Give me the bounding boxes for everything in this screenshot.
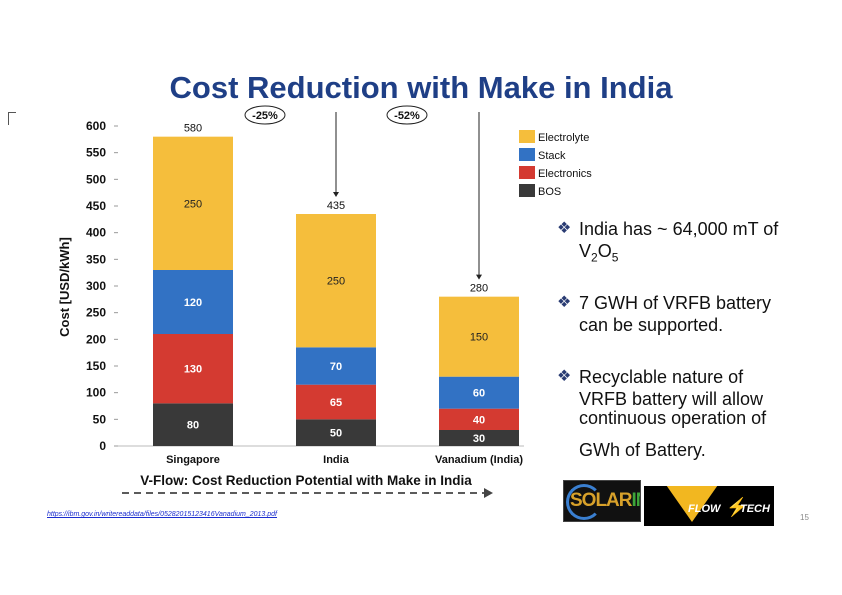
chem-o: O <box>597 241 612 261</box>
solarin-logo: SOLARIN <box>563 480 641 522</box>
y-tick-label: 450 <box>86 199 106 213</box>
legend-swatch <box>519 130 535 143</box>
bar-segment-label: 40 <box>473 414 485 426</box>
legend-swatch <box>519 148 535 161</box>
bullet-diamond-icon: ❖ <box>557 220 572 237</box>
bar-segment-label: 150 <box>470 332 488 344</box>
y-tick-label: 400 <box>86 226 106 240</box>
vflow-tech-logo: FLOW ⚡ TECH <box>644 486 774 526</box>
legend-swatch <box>519 166 535 179</box>
bar-segment-bos <box>439 430 519 446</box>
bar-segment-label: 65 <box>330 397 342 409</box>
bar-segment-label: 130 <box>184 364 202 376</box>
bar-total-label: 435 <box>327 200 345 212</box>
bullet-diamond-icon: ❖ <box>557 294 572 311</box>
y-tick-label: 0 <box>99 439 106 453</box>
bar-segment-label: 30 <box>473 433 485 445</box>
bar-segment-stack <box>153 270 233 334</box>
y-tick-label: 100 <box>86 386 106 400</box>
chem-sub-2: 2 <box>591 250 598 265</box>
reduction-badge-label: -52% <box>394 110 420 122</box>
y-tick-label: 600 <box>86 119 106 133</box>
bullet-diamond-icon: ❖ <box>557 368 572 385</box>
page-number: 15 <box>800 513 809 522</box>
chem-sub-5: 5 <box>611 250 619 265</box>
bullet-text: Recyclable nature of <box>579 367 744 387</box>
x-category-label: India <box>323 454 350 466</box>
bar-segment-label: 60 <box>473 388 485 400</box>
source-link[interactable]: https://ibm.gov.in/writereaddata/files/0… <box>47 511 277 518</box>
bar-segment-label: 80 <box>187 420 199 432</box>
y-tick-label: 200 <box>86 332 106 346</box>
bullet-recyclable: ❖ Recyclable nature of VRFB battery will… <box>557 366 763 410</box>
bar-segment-stack <box>439 376 519 409</box>
y-tick-label: 50 <box>93 412 107 426</box>
y-axis-label: Cost [USD/kWh] <box>57 237 72 337</box>
bars: 80 130 120 250 580 Singapore 50 65 70 250 435 India… <box>153 123 523 466</box>
bullet-text: 7 GWH of VRFB battery <box>579 293 772 313</box>
logo-ring-icon <box>566 484 602 520</box>
legend-label: Stack <box>538 150 566 162</box>
bar-segment-label: 70 <box>330 361 342 373</box>
y-tick-label: 300 <box>86 279 106 293</box>
bar-segment-electronics <box>296 384 376 420</box>
bullet-text: continuous operation of <box>579 408 767 428</box>
bullet-text: can be supported. <box>579 315 724 335</box>
logo-v-shape <box>664 486 720 522</box>
y-tick-label: 350 <box>86 252 106 266</box>
vflow-logo-flow: FLOW <box>688 503 721 515</box>
vflow-logo-tech: TECH <box>740 503 770 515</box>
bullet-text: India has ~ 64,000 mT of <box>579 219 779 239</box>
reduction-badge-outline <box>386 105 428 125</box>
bar-segment-bos <box>153 403 233 446</box>
corner-mark <box>8 112 16 125</box>
caption-arrowhead <box>484 488 493 498</box>
y-tick-label: 500 <box>86 172 106 186</box>
chem-v: V <box>579 241 592 261</box>
bar-segment-label: 120 <box>184 297 202 309</box>
bar-segment-electrolyte <box>439 296 519 377</box>
solarin-logo-text: SOLARIN <box>570 490 640 511</box>
legend-swatch <box>519 184 535 197</box>
bar-segment-electrolyte <box>153 136 233 270</box>
bar-segment-electronics <box>439 408 519 430</box>
legend-label: Electrolyte <box>538 132 589 144</box>
reduction-badge-label: -25% <box>252 110 278 122</box>
x-category-label: Singapore <box>166 454 220 466</box>
reduction-arrowhead <box>333 192 339 197</box>
bar-total-label: 580 <box>184 123 202 135</box>
bar-segment-label: 250 <box>184 198 202 210</box>
legend: Electrolyte Stack Electronics BOS <box>519 130 592 198</box>
bar-segment-stack <box>296 347 376 385</box>
bullet-text: VRFB battery will allow <box>579 389 764 409</box>
reduction-badge-outline <box>244 105 286 125</box>
annotations: -25% -52% <box>244 105 482 280</box>
bar-segment-electrolyte <box>296 214 376 348</box>
legend-label: BOS <box>538 186 561 198</box>
subtitle-caption: V-Flow: Cost Reduction Potential with Ma… <box>140 473 472 488</box>
bar-segment-label: 250 <box>327 276 345 288</box>
bar-segment-electronics <box>153 334 233 404</box>
bar-total-label: 280 <box>470 283 488 295</box>
y-tick-label: 250 <box>86 306 106 320</box>
y-tick-label: 550 <box>86 146 106 160</box>
lightning-bolt-icon: ⚡ <box>726 497 749 517</box>
reduction-arrowhead <box>476 274 482 280</box>
x-category-label: Vanadium (India) <box>435 454 523 466</box>
bullet-gwh-supported: ❖ 7 GWH of VRFB battery can be supported… <box>557 292 771 336</box>
y-tick-label: 150 <box>86 359 106 373</box>
bullet-text: GWh of Battery. <box>579 440 706 460</box>
bar-segment-label: 50 <box>330 428 342 440</box>
slide-title: Cost Reduction with Make in India <box>169 70 673 105</box>
legend-label: Electronics <box>538 168 592 180</box>
bullet-vanadium-reserve: ❖ India has ~ 64,000 mT of V2O5 <box>557 218 778 269</box>
bar-segment-bos <box>296 419 376 446</box>
